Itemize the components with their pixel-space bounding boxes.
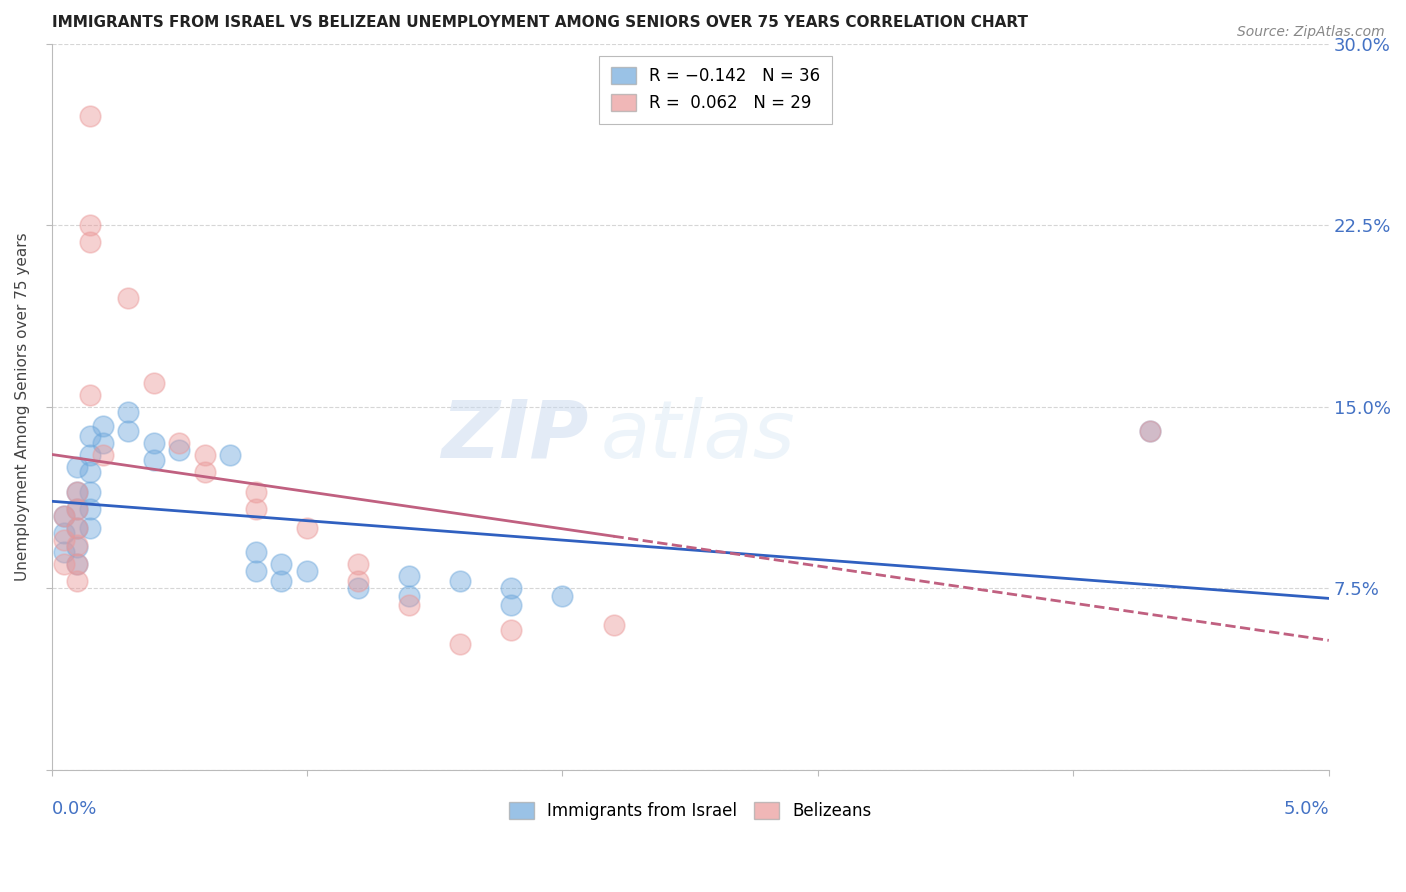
Point xyxy=(501,582,523,596)
Legend: Immigrants from Israel, Belizeans: Immigrants from Israel, Belizeans xyxy=(502,796,879,827)
Text: Source: ZipAtlas.com: Source: ZipAtlas.com xyxy=(1237,25,1385,39)
Point xyxy=(66,558,89,572)
Point xyxy=(79,219,101,233)
Point xyxy=(53,508,76,523)
Y-axis label: Unemployment Among Seniors over 75 years: Unemployment Among Seniors over 75 years xyxy=(15,233,30,582)
Point xyxy=(79,235,101,250)
Point xyxy=(194,465,217,479)
Point xyxy=(79,521,101,535)
Point xyxy=(245,484,267,499)
Point xyxy=(142,453,165,467)
Point xyxy=(270,558,292,572)
Point xyxy=(66,460,89,475)
Point xyxy=(270,574,292,589)
Point xyxy=(347,558,370,572)
Point xyxy=(245,545,267,559)
Point xyxy=(245,501,267,516)
Point xyxy=(53,533,76,547)
Point xyxy=(79,465,101,479)
Point xyxy=(66,558,89,572)
Point xyxy=(53,508,76,523)
Point xyxy=(142,376,165,390)
Point xyxy=(398,569,420,583)
Point xyxy=(245,565,267,579)
Text: ZIP: ZIP xyxy=(440,397,588,475)
Point xyxy=(79,109,101,123)
Point xyxy=(1139,424,1161,438)
Point xyxy=(398,589,420,603)
Point xyxy=(501,623,523,637)
Point xyxy=(449,574,471,589)
Point xyxy=(347,574,370,589)
Text: 5.0%: 5.0% xyxy=(1284,799,1329,818)
Point xyxy=(501,599,523,613)
Point xyxy=(79,388,101,402)
Point xyxy=(295,521,318,535)
Point xyxy=(295,565,318,579)
Point xyxy=(347,582,370,596)
Point xyxy=(66,521,89,535)
Point xyxy=(79,501,101,516)
Point xyxy=(53,545,76,559)
Point xyxy=(219,448,242,462)
Point xyxy=(551,589,574,603)
Point xyxy=(53,558,76,572)
Point xyxy=(194,448,217,462)
Point xyxy=(53,525,76,540)
Point xyxy=(66,501,89,516)
Point xyxy=(117,405,139,419)
Point xyxy=(167,443,190,458)
Point xyxy=(91,448,114,462)
Point xyxy=(91,419,114,434)
Text: IMMIGRANTS FROM ISRAEL VS BELIZEAN UNEMPLOYMENT AMONG SENIORS OVER 75 YEARS CORR: IMMIGRANTS FROM ISRAEL VS BELIZEAN UNEMP… xyxy=(52,15,1028,30)
Point xyxy=(117,424,139,438)
Point xyxy=(142,436,165,450)
Text: atlas: atlas xyxy=(600,397,796,475)
Point xyxy=(66,484,89,499)
Point xyxy=(66,574,89,589)
Point xyxy=(167,436,190,450)
Point xyxy=(117,291,139,305)
Point xyxy=(66,521,89,535)
Point xyxy=(66,538,89,552)
Text: 0.0%: 0.0% xyxy=(52,799,97,818)
Point xyxy=(1139,424,1161,438)
Point xyxy=(79,448,101,462)
Point xyxy=(66,541,89,555)
Point xyxy=(398,599,420,613)
Point xyxy=(91,436,114,450)
Point xyxy=(79,429,101,443)
Point xyxy=(66,501,89,516)
Point xyxy=(66,484,89,499)
Point xyxy=(602,617,624,632)
Point xyxy=(449,637,471,651)
Point xyxy=(79,484,101,499)
